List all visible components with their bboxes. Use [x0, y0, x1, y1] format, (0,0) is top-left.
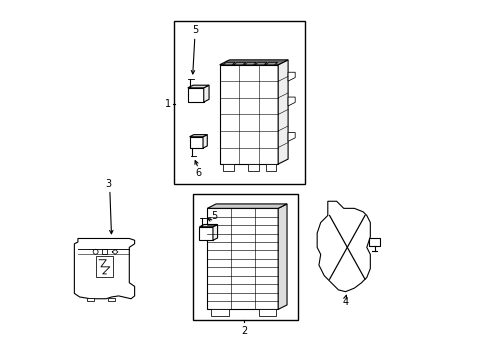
- Polygon shape: [219, 60, 287, 65]
- Text: 5: 5: [211, 211, 217, 221]
- Text: 6: 6: [195, 168, 201, 177]
- Polygon shape: [317, 201, 369, 292]
- Text: 1: 1: [164, 99, 171, 109]
- Text: 2: 2: [241, 326, 247, 336]
- Polygon shape: [199, 227, 212, 240]
- Polygon shape: [265, 164, 276, 171]
- Text: 4: 4: [342, 297, 348, 307]
- Polygon shape: [278, 60, 287, 164]
- Polygon shape: [207, 204, 286, 208]
- Bar: [368, 238, 379, 246]
- Polygon shape: [207, 208, 278, 309]
- Polygon shape: [287, 97, 295, 106]
- Polygon shape: [223, 164, 233, 171]
- Polygon shape: [287, 132, 295, 141]
- Polygon shape: [203, 85, 209, 102]
- Polygon shape: [278, 204, 286, 309]
- Polygon shape: [199, 225, 217, 227]
- Polygon shape: [287, 72, 295, 81]
- Polygon shape: [247, 164, 258, 171]
- Polygon shape: [223, 62, 235, 65]
- Bar: [108, 298, 115, 301]
- Polygon shape: [255, 62, 266, 65]
- Polygon shape: [189, 137, 203, 148]
- Polygon shape: [244, 62, 256, 65]
- Circle shape: [93, 249, 98, 254]
- Polygon shape: [265, 62, 277, 65]
- Polygon shape: [212, 225, 217, 240]
- Text: 3: 3: [105, 179, 111, 189]
- Bar: [258, 309, 276, 316]
- Polygon shape: [74, 238, 134, 299]
- Polygon shape: [233, 62, 245, 65]
- Polygon shape: [187, 85, 209, 88]
- Polygon shape: [189, 135, 207, 137]
- Bar: [96, 256, 113, 278]
- Polygon shape: [219, 65, 278, 164]
- Polygon shape: [203, 135, 207, 148]
- Bar: [193, 194, 297, 320]
- Polygon shape: [187, 88, 203, 102]
- Bar: [173, 21, 304, 184]
- Bar: [210, 309, 228, 316]
- Bar: [102, 249, 107, 254]
- Bar: [86, 298, 94, 301]
- Text: 5: 5: [191, 25, 198, 35]
